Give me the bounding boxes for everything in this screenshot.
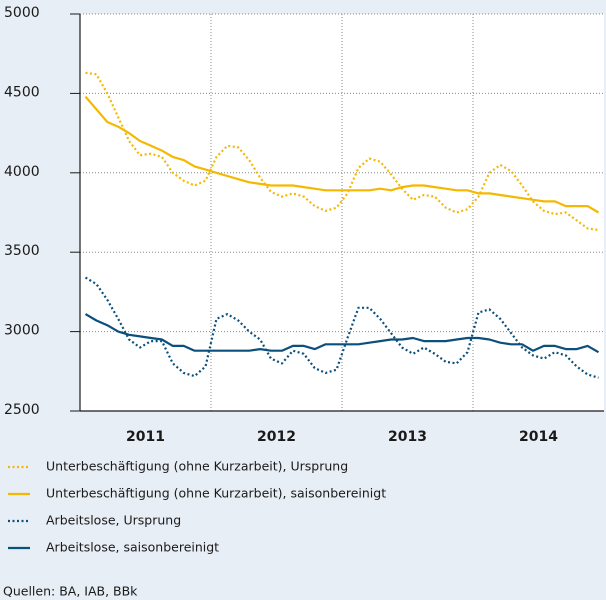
series-line [84, 276, 599, 379]
y-tick-label: 3500 [4, 243, 40, 259]
y-tick-label: 3000 [4, 323, 40, 339]
legend-label: Arbeitslose, saisonbereinigt [46, 540, 219, 555]
legend-label: Unterbeschäftigung (ohne Kurzarbeit), Ur… [46, 459, 348, 474]
x-tick-label: 2012 [257, 429, 296, 445]
series-line [84, 313, 600, 354]
legend-label: Arbeitslose, Ursprung [46, 513, 181, 528]
y-tick-label: 5000 [4, 5, 40, 21]
legend-label: Unterbeschäftigung (ohne Kurzarbeit), sa… [46, 486, 386, 501]
x-tick-label: 2013 [388, 429, 427, 445]
y-tick-label: 4500 [4, 84, 40, 100]
x-tick-label: 2014 [519, 429, 558, 445]
y-tick-label: 4000 [4, 164, 40, 180]
x-tick-label: 2011 [126, 429, 165, 445]
series-line [84, 95, 600, 214]
y-tick-label: 2500 [4, 402, 40, 418]
source: Quellen: BA, IAB, BBk [3, 584, 138, 599]
